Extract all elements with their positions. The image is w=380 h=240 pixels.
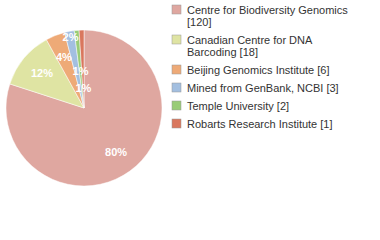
legend-swatch xyxy=(172,119,181,128)
legend-swatch xyxy=(172,65,181,74)
legend-label: Mined from GenBank, NCBI [3] xyxy=(187,82,339,94)
legend-label: Robarts Research Institute [1] xyxy=(187,118,333,130)
data-label: 4% xyxy=(56,51,72,63)
data-labels: 80% 12%4% 2% 1% 1% xyxy=(31,31,127,158)
data-label: 1% xyxy=(73,65,89,77)
legend-label: Canadian Centre for DNABarcoding [18] xyxy=(187,34,313,58)
legend-swatch xyxy=(172,83,181,92)
chart: 80% 12%4% 2% 1% 1% Centre for Biodiversity Ge… xyxy=(0,0,380,240)
legend-label: Centre for Biodiversity Genomics[120] xyxy=(187,4,348,28)
legend: Centre for Biodiversity Genomics[120] Can… xyxy=(172,4,348,130)
data-label: 1% xyxy=(75,82,91,94)
legend-swatch xyxy=(172,101,181,110)
data-label: 80% xyxy=(105,146,127,158)
legend-label: Beijing Genomics Institute [6] xyxy=(187,64,329,76)
legend-swatch xyxy=(172,35,181,44)
legend-label: Temple University [2] xyxy=(187,100,289,112)
slice xyxy=(6,30,162,186)
data-label: 12% xyxy=(31,67,53,79)
legend-swatch xyxy=(172,5,181,14)
data-label: 2% xyxy=(63,31,79,43)
pie xyxy=(6,30,162,186)
